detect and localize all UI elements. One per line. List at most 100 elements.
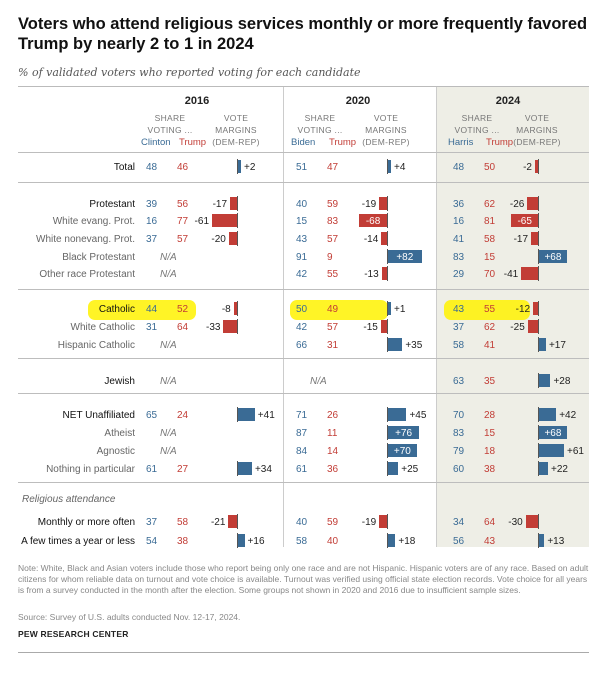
zero-axis	[237, 407, 238, 422]
dem-share: 31	[146, 322, 158, 333]
zero-axis	[538, 425, 539, 440]
margin-value: +17	[548, 340, 566, 351]
dem-share: 70	[453, 410, 465, 421]
rep-share: 28	[484, 410, 496, 421]
zero-axis	[237, 319, 238, 334]
zero-axis	[538, 159, 539, 174]
rep-share: 40	[327, 536, 339, 547]
margin-header: (DEM-REP)	[212, 137, 260, 147]
zero-axis	[237, 301, 238, 316]
margin-value: -19	[361, 517, 377, 528]
rep-share: 50	[484, 162, 496, 173]
row-label: Hispanic Catholic	[57, 340, 135, 351]
dem-share: 56	[453, 536, 465, 547]
margin-bar	[388, 534, 396, 547]
source-note: Source: Survey of U.S. adults conducted …	[18, 612, 241, 622]
rep-share: 18	[484, 446, 496, 457]
top-rule	[18, 86, 589, 87]
zero-axis	[538, 407, 539, 422]
zero-axis	[538, 533, 539, 548]
margin-bar	[230, 197, 237, 210]
rep-share: 43	[484, 536, 496, 547]
margin-bar	[379, 197, 387, 210]
margin-bar	[539, 338, 546, 351]
zero-axis	[387, 407, 388, 422]
margin-header: MARGINS	[365, 125, 407, 135]
dem-share: 43	[296, 234, 308, 245]
margin-bar	[388, 338, 403, 351]
margin-bar	[228, 515, 237, 528]
rep-share: 14	[327, 446, 339, 457]
margin-header: (DEM-REP)	[362, 137, 410, 147]
dem-candidate-label: Clinton	[141, 137, 171, 148]
row-label: Protestant	[89, 199, 135, 210]
footnote: Note: White, Black and Asian voters incl…	[18, 563, 589, 595]
zero-axis	[538, 231, 539, 246]
dem-share: 43	[453, 304, 465, 315]
margin-value: +13	[547, 536, 565, 547]
rep-share: 62	[484, 199, 496, 210]
margin-bar	[238, 462, 252, 475]
dem-share: 87	[296, 428, 308, 439]
margin-bar	[211, 214, 237, 227]
dem-share: 34	[453, 517, 465, 528]
chart-title: Voters who attend religious services mon…	[18, 15, 588, 53]
dem-share: 41	[453, 234, 465, 245]
dem-share: 65	[146, 410, 158, 421]
margin-value: -65	[517, 216, 532, 227]
margin-value: -15	[363, 322, 378, 333]
zero-axis	[387, 231, 388, 246]
margin-header: MARGINS	[516, 125, 558, 135]
dem-share: 15	[296, 216, 308, 227]
margin-value: +25	[401, 464, 419, 475]
rep-share: 57	[327, 234, 339, 245]
margin-value: +2	[244, 162, 256, 173]
rep-share: 49	[327, 304, 339, 315]
zero-axis	[538, 266, 539, 281]
dem-share: 79	[453, 446, 465, 457]
zero-axis	[387, 443, 388, 458]
rep-candidate-label: Trump	[486, 137, 514, 148]
zero-axis	[237, 159, 238, 174]
rep-share: 77	[177, 216, 189, 227]
not-available: N/A	[160, 252, 177, 263]
rep-share: 81	[484, 216, 496, 227]
zero-axis	[538, 301, 539, 316]
zero-axis	[538, 196, 539, 211]
margin-bar	[388, 462, 399, 475]
zero-axis	[387, 319, 388, 334]
margin-value: -17	[513, 234, 529, 245]
row-label: Atheist	[104, 428, 135, 439]
zero-axis	[387, 514, 388, 529]
rep-candidate-label: Trump	[329, 137, 357, 148]
margin-value: +4	[394, 162, 406, 173]
rep-share: 59	[327, 517, 339, 528]
margin-bar	[359, 214, 387, 227]
margin-header: VOTE	[223, 113, 249, 123]
margin-bar	[388, 160, 391, 173]
margin-value: -25	[510, 322, 525, 333]
zero-axis	[387, 249, 388, 264]
dem-share: 37	[453, 322, 465, 333]
zero-axis	[237, 533, 238, 548]
margin-value: +22	[551, 464, 568, 475]
margin-bar	[535, 160, 538, 173]
rep-share: 64	[484, 517, 496, 528]
row-label: Agnostic	[96, 446, 135, 457]
margin-bar	[388, 302, 391, 315]
group-separator	[18, 482, 589, 483]
margin-bar	[238, 408, 255, 421]
margin-bar	[539, 374, 551, 387]
margin-bar	[388, 444, 417, 457]
margin-value: -33	[206, 322, 221, 333]
zero-axis	[538, 373, 539, 388]
zero-axis	[237, 231, 238, 246]
margin-bar	[539, 408, 557, 421]
column-divider	[436, 87, 437, 547]
margin-bar	[381, 267, 387, 280]
dem-share: 50	[296, 304, 308, 315]
dem-share: 48	[146, 162, 158, 173]
dem-share: 44	[146, 304, 158, 315]
margin-value: +70	[393, 446, 411, 457]
highlight-marker	[290, 300, 388, 320]
